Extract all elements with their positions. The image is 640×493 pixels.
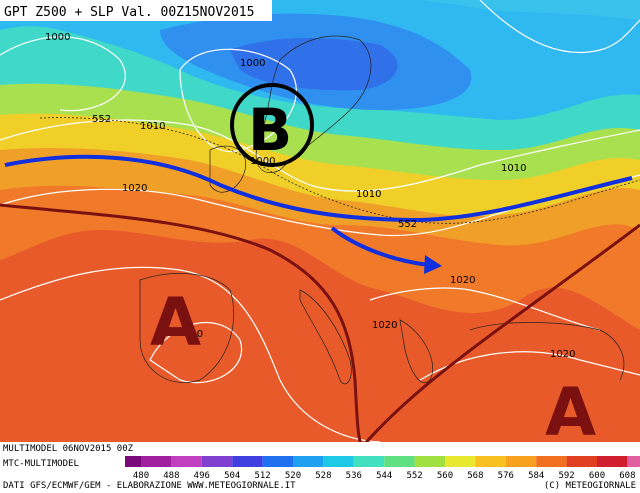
legend-label: 536 bbox=[346, 471, 362, 481]
legend-label: 544 bbox=[376, 471, 392, 481]
legend-swatch bbox=[171, 456, 202, 467]
low-circle bbox=[230, 83, 314, 167]
legend-swatch bbox=[293, 456, 324, 467]
color-legend: 480 488 496 504 512 520 528 536 544 552 560 568 576 5… bbox=[125, 456, 640, 481]
isobar-label: 552 bbox=[398, 219, 417, 230]
footer-band bbox=[0, 442, 640, 493]
isobar-label: 1000 bbox=[240, 58, 265, 69]
legend-swatch bbox=[536, 456, 567, 467]
map-field bbox=[0, 0, 640, 442]
legend-swatch bbox=[445, 456, 476, 467]
legend-swatch bbox=[597, 456, 628, 467]
isobar-label: 552 bbox=[92, 114, 111, 125]
run-info: MULTIMODEL 06NOV2015 00Z bbox=[3, 444, 134, 454]
legend-swatch bbox=[201, 456, 233, 467]
legend-label: 512 bbox=[254, 471, 270, 481]
legend-swatch bbox=[475, 456, 506, 467]
copyright: (C) METEOGIORNALE bbox=[544, 481, 636, 491]
legend-label: 600 bbox=[589, 471, 605, 481]
credits: DATI GFS/ECMWF/GEM - ELABORAZIONE WWW.ME… bbox=[3, 481, 296, 491]
legend-label: 504 bbox=[224, 471, 240, 481]
legend-swatch bbox=[232, 456, 263, 467]
legend-label: 528 bbox=[315, 471, 331, 481]
legend-swatch bbox=[384, 456, 415, 467]
legend-label: 520 bbox=[285, 471, 301, 481]
legend-swatch bbox=[323, 456, 354, 467]
legend-label: 576 bbox=[498, 471, 514, 481]
high-center: A bbox=[150, 284, 201, 361]
legend-label: 552 bbox=[406, 471, 422, 481]
isobar-label: 1010 bbox=[140, 121, 165, 132]
legend-label: 592 bbox=[558, 471, 574, 481]
isobar-label: 1000 bbox=[250, 156, 275, 167]
model-name: MTC-MULTIMODEL bbox=[3, 459, 79, 469]
isobar-label: 1000 bbox=[45, 32, 70, 43]
low-center: B bbox=[248, 96, 292, 164]
legend-swatch bbox=[125, 456, 141, 467]
pressure-centers: B A A bbox=[150, 96, 596, 451]
legend-swatch bbox=[627, 456, 640, 467]
isobar-label: 1010 bbox=[501, 163, 526, 174]
legend-swatch bbox=[414, 456, 445, 467]
legend-label: 488 bbox=[163, 471, 179, 481]
high-center: A bbox=[545, 374, 596, 451]
jet-stream bbox=[4, 154, 633, 223]
isobar-label: 1020 bbox=[122, 183, 147, 194]
legend-label: 560 bbox=[437, 471, 453, 481]
legend-label: 608 bbox=[619, 471, 635, 481]
legend-label: 480 bbox=[133, 471, 149, 481]
isobars bbox=[0, 0, 640, 384]
isobar-labels: 1000 1000 552 1010 1000 1020 1010 1010 5… bbox=[45, 32, 575, 360]
isobar-label: 1020 bbox=[450, 275, 475, 286]
title: GPT Z500 + SLP Val. 00Z15NOV2015 bbox=[4, 5, 254, 20]
legend-label: 496 bbox=[194, 471, 210, 481]
flow-arrow bbox=[330, 226, 431, 267]
flow-arrow-head bbox=[424, 255, 442, 274]
isobar-label: 030 bbox=[184, 329, 203, 340]
ridge-axis bbox=[360, 223, 640, 448]
legend-swatch bbox=[353, 456, 385, 467]
isobar-label: 1020 bbox=[372, 320, 397, 331]
isobar-label: 1020 bbox=[550, 349, 575, 360]
isobar-label: 1010 bbox=[356, 189, 381, 200]
legend-label: 584 bbox=[528, 471, 544, 481]
ridge-axis bbox=[0, 203, 364, 448]
title-box bbox=[0, 0, 272, 21]
legend-swatch bbox=[262, 456, 293, 467]
legend-swatch bbox=[566, 456, 597, 467]
legend-label: 568 bbox=[467, 471, 483, 481]
legend-swatch bbox=[505, 456, 537, 467]
legend-swatch bbox=[141, 456, 172, 467]
